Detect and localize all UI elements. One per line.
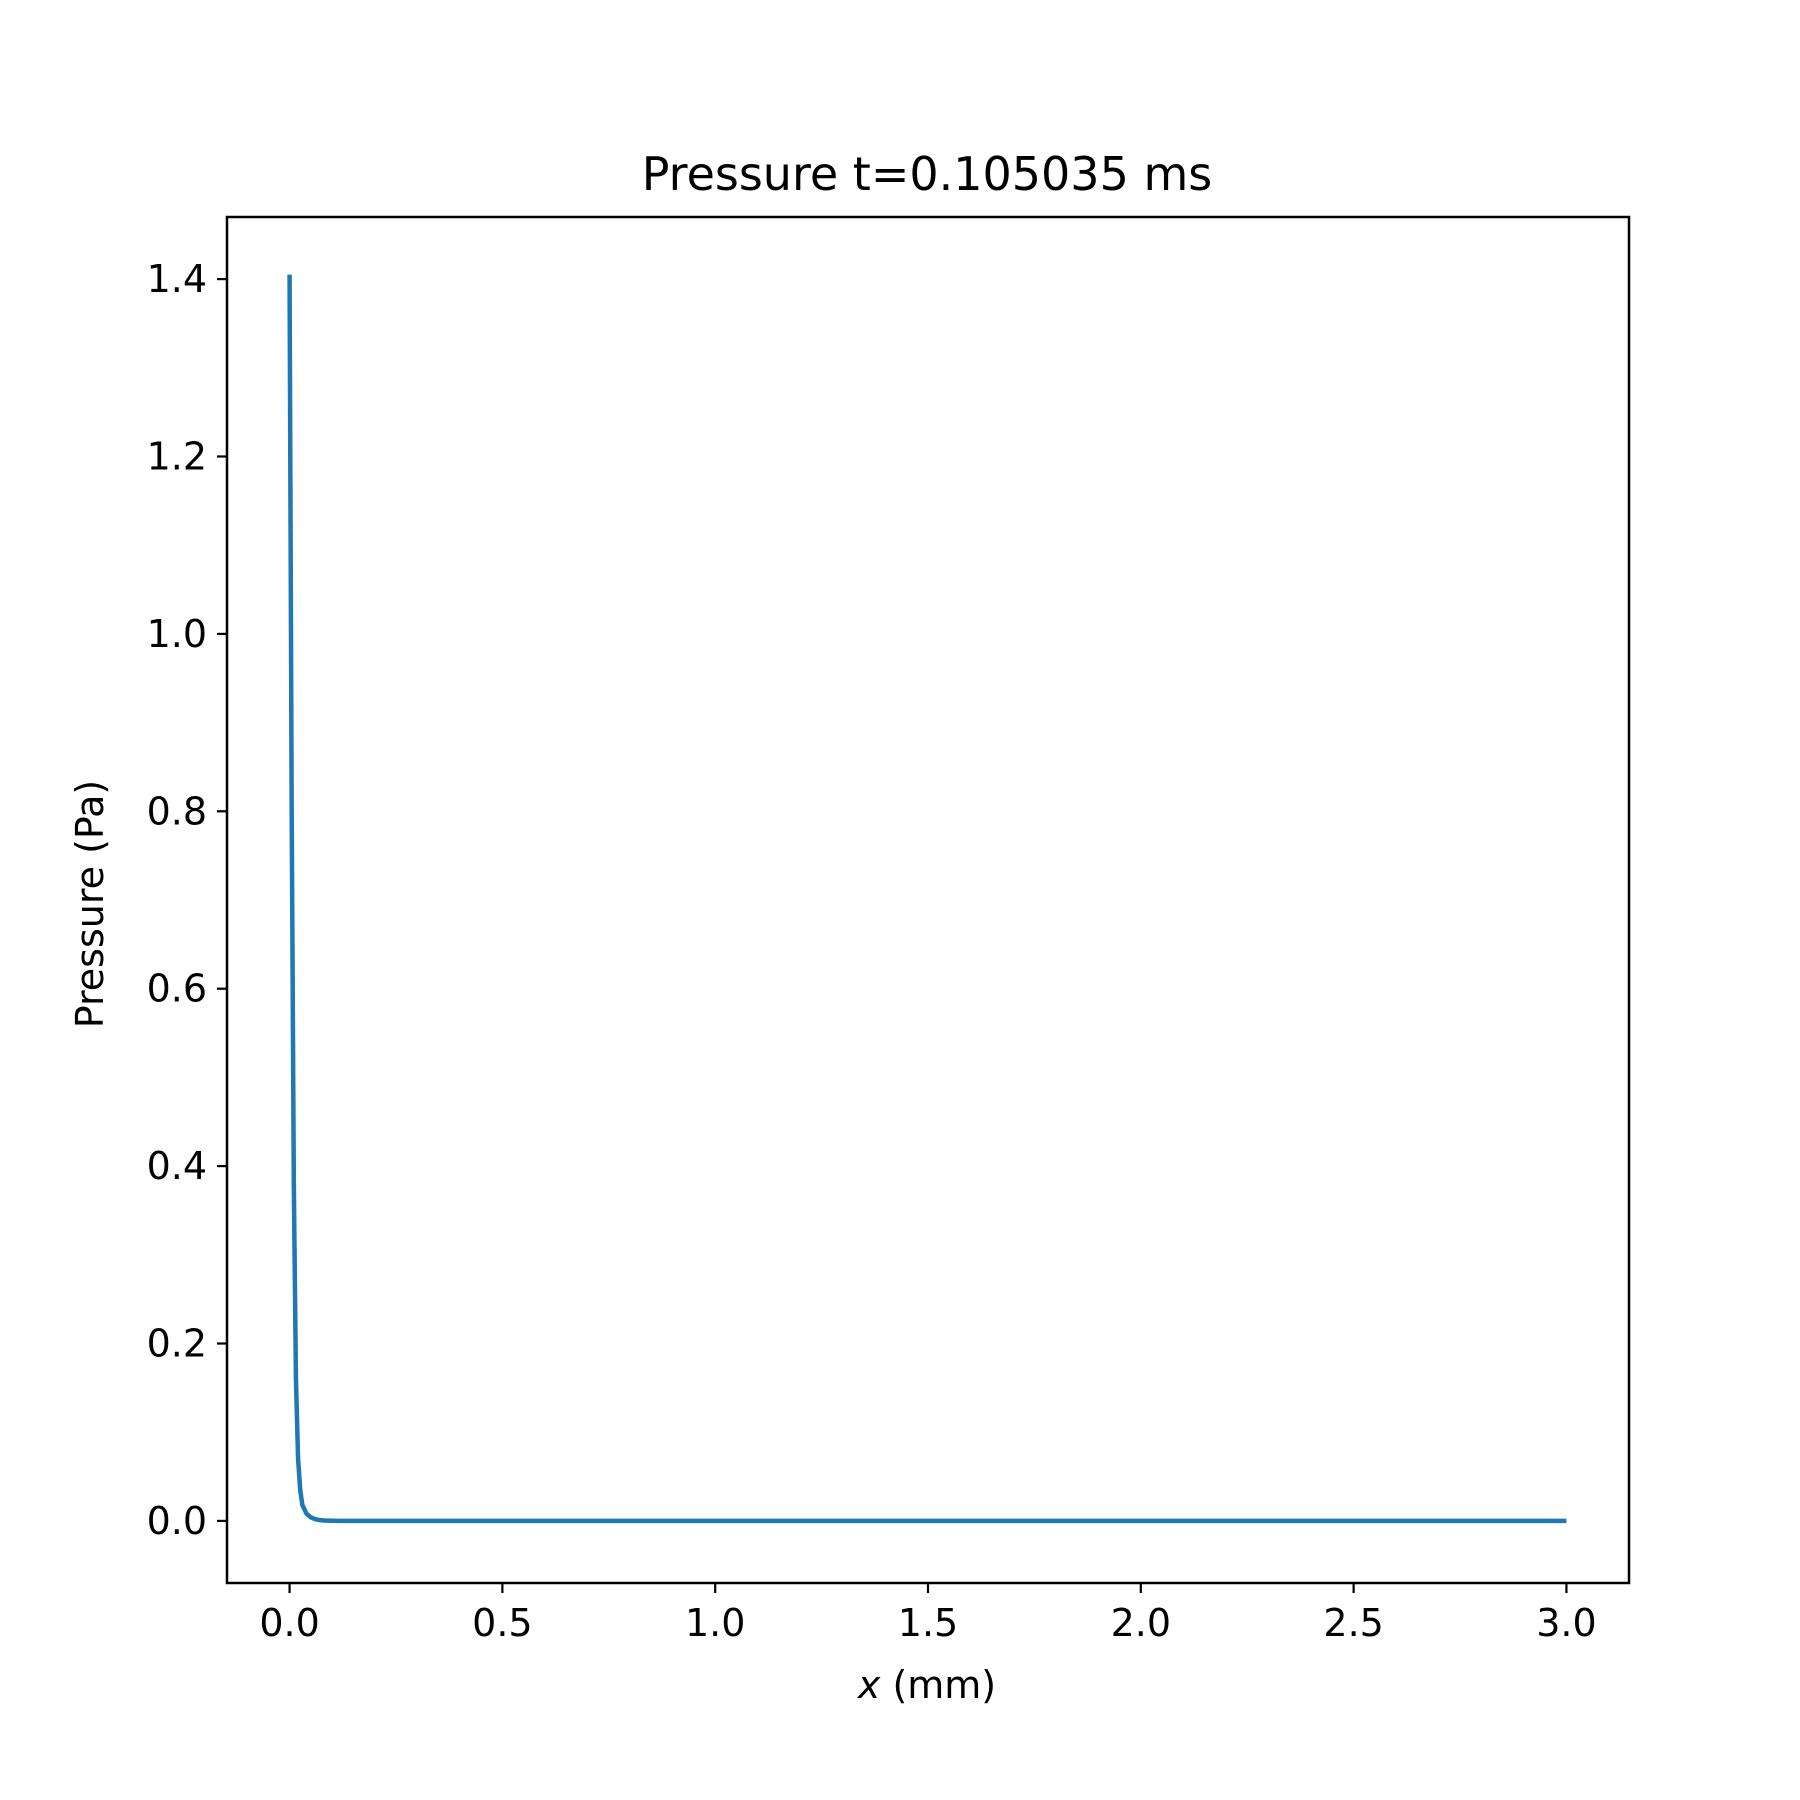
x-tick-label: 1.0 [685,1601,745,1645]
y-axis-label: Pressure (Pa) [68,780,112,1028]
y-tick-label: 0.4 [147,1144,207,1188]
x-tick-label: 3.0 [1536,1601,1596,1645]
x-tick-label: 0.0 [259,1601,319,1645]
series-line [287,274,1567,1524]
y-tick-label: 1.4 [147,257,207,301]
x-tick-label: 2.5 [1323,1601,1383,1645]
y-tick-label: 0.2 [147,1322,207,1366]
y-tick-label: 1.2 [147,434,207,478]
axes-frame [225,215,1631,1585]
x-axis-label-unit: (mm) [880,1663,996,1707]
x-axis-label-variable: x [857,1663,881,1707]
x-tick-label: 0.5 [472,1601,532,1645]
plot-area [287,274,1567,1524]
chart-title: Pressure t=0.105035 ms [642,147,1213,201]
axis-ticks: 0.0 0.5 1.0 1.5 2.0 2.5 3.0 0.0 0.2 0.4 0.6 0.8 1.0 1… [147,257,1597,1645]
y-tick-label: 0.6 [147,967,207,1011]
x-tick-label: 2.0 [1111,1601,1171,1645]
y-tick-label: 0.0 [147,1499,207,1543]
y-tick-label: 1.0 [147,612,207,656]
y-tick-label: 0.8 [147,789,207,833]
x-axis-label: x (mm) [857,1663,996,1707]
x-tick-label: 1.5 [898,1601,958,1645]
